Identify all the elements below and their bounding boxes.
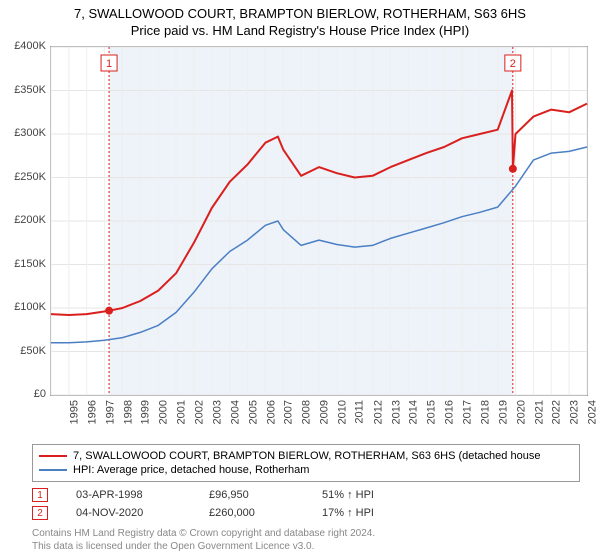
y-tick-label: £200K bbox=[14, 214, 46, 226]
y-tick-label: £100K bbox=[14, 301, 46, 313]
y-tick-label: £400K bbox=[14, 40, 46, 52]
x-tick-label: 1995 bbox=[68, 400, 80, 424]
svg-text:1: 1 bbox=[106, 58, 112, 70]
x-tick-label: 1997 bbox=[104, 400, 116, 424]
x-tick-label: 2024 bbox=[587, 400, 599, 424]
chart-title-block: 7, SWALLOWOOD COURT, BRAMPTON BIERLOW, R… bbox=[0, 0, 600, 38]
y-axis: £0£50K£100K£150K£200K£250K£300K£350K£400… bbox=[0, 46, 48, 396]
x-tick-label: 2004 bbox=[229, 400, 241, 424]
chart-svg: 12 bbox=[51, 47, 587, 395]
title-line2: Price paid vs. HM Land Registry's House … bbox=[0, 23, 600, 38]
x-tick-label: 1998 bbox=[122, 400, 134, 424]
x-tick-label: 2015 bbox=[426, 400, 438, 424]
title-line1: 7, SWALLOWOOD COURT, BRAMPTON BIERLOW, R… bbox=[0, 6, 600, 21]
data-point-date: 04-NOV-2020 bbox=[76, 507, 181, 519]
data-point-pct: 17% ↑ HPI bbox=[322, 507, 412, 519]
data-point-row: 1 03-APR-1998 £96,950 51% ↑ HPI bbox=[32, 486, 412, 504]
x-tick-label: 2023 bbox=[569, 400, 581, 424]
legend: 7, SWALLOWOOD COURT, BRAMPTON BIERLOW, R… bbox=[32, 444, 580, 482]
x-tick-label: 2018 bbox=[479, 400, 491, 424]
x-tick-label: 2020 bbox=[515, 400, 527, 424]
x-tick-label: 2016 bbox=[444, 400, 456, 424]
x-tick-label: 2012 bbox=[372, 400, 384, 424]
marker-number-box: 1 bbox=[32, 488, 48, 502]
x-tick-label: 2021 bbox=[533, 400, 545, 424]
legend-swatch bbox=[39, 469, 67, 471]
footer-line1: Contains HM Land Registry data © Crown c… bbox=[32, 528, 375, 541]
data-point-date: 03-APR-1998 bbox=[76, 489, 181, 501]
y-tick-label: £0 bbox=[34, 388, 46, 400]
x-tick-label: 2011 bbox=[354, 400, 366, 424]
chart-area: £0£50K£100K£150K£200K£250K£300K£350K£400… bbox=[0, 46, 600, 422]
footer-attribution: Contains HM Land Registry data © Crown c… bbox=[32, 528, 375, 553]
x-tick-label: 1999 bbox=[140, 400, 152, 424]
footer-line2: This data is licensed under the Open Gov… bbox=[32, 541, 375, 554]
legend-label: HPI: Average price, detached house, Roth… bbox=[73, 464, 309, 476]
x-tick-label: 2009 bbox=[319, 400, 331, 424]
data-point-price: £96,950 bbox=[209, 489, 294, 501]
x-tick-label: 2005 bbox=[247, 400, 259, 424]
plot-area: 12 bbox=[50, 46, 588, 396]
x-tick-label: 2017 bbox=[462, 400, 474, 424]
x-tick-label: 2008 bbox=[301, 400, 313, 424]
x-tick-label: 2022 bbox=[551, 400, 563, 424]
x-tick-label: 2007 bbox=[283, 400, 295, 424]
marker-number-box: 2 bbox=[32, 506, 48, 520]
x-tick-label: 2019 bbox=[497, 400, 509, 424]
x-tick-label: 2013 bbox=[390, 400, 402, 424]
x-tick-label: 2006 bbox=[265, 400, 277, 424]
legend-item: 7, SWALLOWOOD COURT, BRAMPTON BIERLOW, R… bbox=[39, 449, 573, 463]
y-tick-label: £150K bbox=[14, 258, 46, 270]
legend-label: 7, SWALLOWOOD COURT, BRAMPTON BIERLOW, R… bbox=[73, 450, 540, 462]
data-point-pct: 51% ↑ HPI bbox=[322, 489, 412, 501]
legend-item: HPI: Average price, detached house, Roth… bbox=[39, 463, 573, 477]
x-tick-label: 2003 bbox=[211, 400, 223, 424]
y-tick-label: £250K bbox=[14, 171, 46, 183]
svg-text:2: 2 bbox=[510, 58, 516, 70]
y-tick-label: £50K bbox=[20, 345, 46, 357]
x-tick-label: 2000 bbox=[158, 400, 170, 424]
data-point-price: £260,000 bbox=[209, 507, 294, 519]
legend-swatch bbox=[39, 455, 67, 457]
x-tick-label: 2010 bbox=[336, 400, 348, 424]
x-tick-label: 2014 bbox=[408, 400, 420, 424]
data-point-table: 1 03-APR-1998 £96,950 51% ↑ HPI 2 04-NOV-2020… bbox=[32, 486, 412, 522]
y-tick-label: £350K bbox=[14, 84, 46, 96]
x-tick-label: 2001 bbox=[176, 400, 188, 424]
data-point-row: 2 04-NOV-2020 £260,000 17% ↑ HPI bbox=[32, 504, 412, 522]
x-tick-label: 1996 bbox=[86, 400, 98, 424]
x-tick-label: 2002 bbox=[194, 400, 206, 424]
y-tick-label: £300K bbox=[14, 127, 46, 139]
